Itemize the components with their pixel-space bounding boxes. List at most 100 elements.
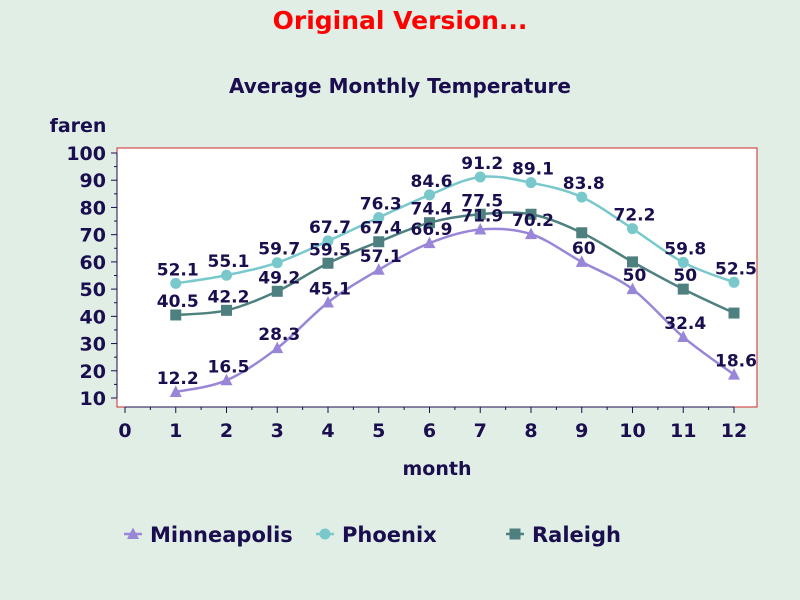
legend-label: Phoenix	[342, 523, 437, 547]
data-label: 28.3	[258, 325, 300, 345]
data-label: 74.4	[411, 200, 453, 220]
data-label: 66.9	[411, 220, 453, 240]
y-tick-label: 100	[66, 143, 106, 165]
data-point	[525, 227, 537, 240]
data-label: 57.1	[360, 247, 402, 267]
legend-marker	[319, 528, 331, 540]
data-point	[677, 283, 689, 295]
data-label: 72.2	[614, 206, 656, 226]
y-tick-label: 80	[80, 197, 106, 219]
data-point	[525, 177, 537, 189]
data-label: 67.7	[309, 218, 351, 238]
data-label: 59.5	[309, 240, 351, 260]
x-axis-label: month	[403, 458, 472, 480]
x-tick-label: 2	[220, 420, 233, 442]
data-point	[170, 277, 182, 289]
data-label: 70.2	[512, 211, 554, 231]
data-label: 55.1	[208, 252, 250, 272]
data-point	[221, 304, 232, 316]
data-label: 40.5	[157, 292, 199, 312]
data-point	[170, 309, 182, 321]
data-point	[728, 276, 740, 288]
legend: Minneapolis Phoenix Raleigh	[124, 523, 621, 547]
x-tick-label: 4	[321, 420, 334, 442]
data-point	[322, 295, 334, 308]
data-label: 76.3	[360, 195, 402, 215]
series-raleigh	[170, 208, 740, 321]
data-point	[627, 256, 638, 268]
data-point	[525, 208, 537, 220]
x-tick-label: 11	[670, 420, 696, 442]
y-tick-label: 60	[80, 252, 106, 274]
data-point	[424, 217, 435, 229]
data-label: 12.2	[157, 369, 199, 389]
x-tick-label: 1	[169, 420, 182, 442]
data-point	[271, 257, 283, 269]
data-point	[373, 236, 385, 248]
data-point	[728, 307, 740, 319]
data-label: 50	[623, 266, 647, 286]
data-point	[627, 223, 638, 235]
page-heading: Original Version...	[272, 6, 528, 35]
data-point	[322, 257, 334, 269]
data-point	[575, 255, 588, 267]
legend-label: Raleigh	[532, 523, 621, 547]
y-tick-label: 30	[80, 334, 106, 356]
data-label: 18.6	[715, 352, 757, 372]
data-point	[169, 385, 182, 398]
data-point	[373, 212, 385, 224]
data-point	[220, 373, 233, 386]
data-labels: 12.2 16.5 28.3 45.1 57.1 66.9 71.9 70.2 60 50 32.4…	[157, 154, 757, 389]
x-tick-label: 5	[372, 420, 385, 442]
data-label: 16.5	[208, 357, 250, 377]
data-label: 32.4	[664, 314, 706, 334]
y-tick-label: 20	[80, 361, 106, 383]
series-layer	[169, 171, 740, 398]
data-point	[372, 263, 385, 275]
data-label: 45.1	[309, 279, 351, 299]
data-point	[677, 256, 689, 268]
x-tick-label: 10	[619, 420, 645, 442]
data-label: 42.2	[208, 287, 250, 307]
legend-marker	[127, 527, 139, 539]
data-label: 71.9	[461, 206, 503, 226]
data-point	[474, 208, 486, 220]
data-point	[677, 330, 690, 343]
data-label: 52.5	[715, 259, 757, 279]
x-tick-label: 0	[118, 420, 131, 442]
data-label: 50	[673, 266, 697, 286]
data-label: 52.1	[157, 260, 199, 280]
legend-item-raleigh: Raleigh	[506, 523, 621, 547]
y-tick-label: 10	[80, 388, 106, 410]
y-axis-label: faren	[50, 115, 107, 137]
data-point	[576, 227, 588, 239]
data-label: 91.2	[461, 154, 503, 174]
data-label: 60	[572, 239, 596, 259]
x-tick-label: 7	[474, 420, 487, 442]
data-label: 83.8	[563, 174, 605, 194]
y-tick-label: 90	[80, 170, 106, 192]
data-point	[322, 235, 334, 247]
legend-item-minneapolis: Minneapolis	[124, 523, 293, 547]
series-phoenix	[170, 171, 740, 289]
legend-item-phoenix: Phoenix	[316, 523, 437, 547]
x-tick-label: 6	[423, 420, 436, 442]
data-label: 77.5	[461, 191, 503, 211]
data-point	[424, 189, 435, 201]
data-point	[423, 236, 436, 249]
x-tick-label: 3	[271, 420, 284, 442]
chart-title: Average Monthly Temperature	[229, 74, 571, 98]
y-tick-label: 70	[80, 225, 106, 247]
legend-marker	[509, 528, 521, 540]
data-label: 84.6	[411, 172, 453, 192]
y-tick-label: 40	[80, 306, 106, 328]
x-tick-label: 9	[575, 420, 588, 442]
y-tick-label: 50	[80, 279, 106, 301]
data-point	[728, 368, 740, 380]
data-point	[271, 285, 283, 297]
data-label: 59.7	[258, 240, 300, 260]
data-label: 59.8	[664, 239, 706, 259]
series-minneapolis	[169, 222, 740, 398]
